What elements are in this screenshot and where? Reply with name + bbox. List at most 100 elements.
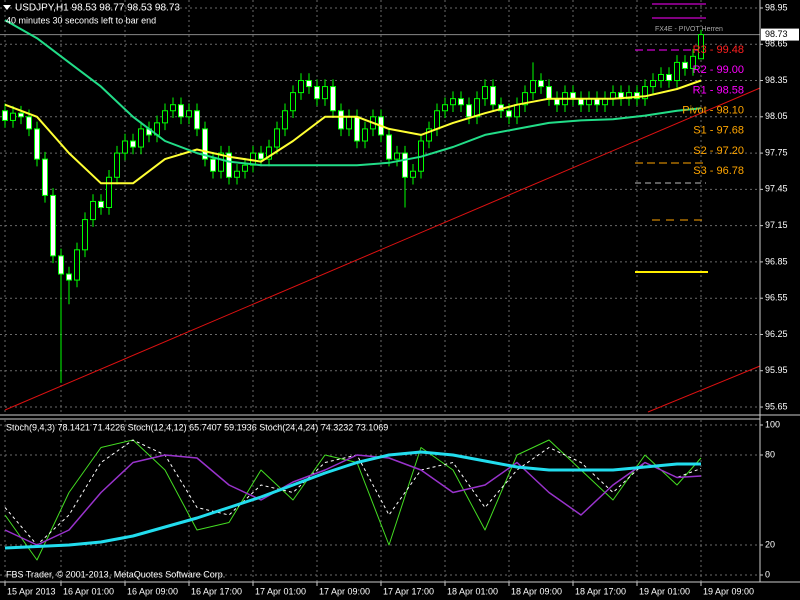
series-line bbox=[4, 454, 702, 546]
candle-body bbox=[98, 200, 104, 209]
y-tick-label: 95.65 bbox=[765, 401, 788, 411]
y-tick-label: 80 bbox=[765, 449, 775, 459]
candle-body bbox=[194, 110, 200, 130]
grid-layer bbox=[0, 0, 760, 582]
candle-body bbox=[162, 110, 168, 124]
candle-body bbox=[330, 86, 336, 112]
candle-body bbox=[466, 104, 472, 118]
candle-body bbox=[138, 128, 144, 148]
candle-body bbox=[442, 104, 448, 112]
candle-body bbox=[674, 61, 680, 82]
candle-body bbox=[106, 176, 112, 208]
pivot-lines bbox=[635, 3, 708, 273]
candle-body bbox=[258, 152, 264, 160]
candle-body bbox=[482, 86, 488, 100]
candle-body bbox=[514, 104, 520, 118]
candle-body bbox=[210, 158, 216, 172]
x-tick-label: 15 Apr 2013 bbox=[7, 586, 56, 596]
pivot-label: R1 - 98.58 bbox=[693, 84, 744, 96]
candle-body bbox=[26, 116, 32, 130]
candle-body bbox=[394, 152, 400, 160]
candle-body bbox=[666, 73, 672, 82]
candle-body bbox=[530, 80, 536, 94]
candle-body bbox=[690, 55, 696, 69]
pivot-label: S2 - 97.20 bbox=[693, 145, 744, 157]
copyright: FBS Trader, © 2001-2013, MetaQuotes Soft… bbox=[6, 569, 225, 579]
candle-body bbox=[426, 128, 432, 142]
x-tick-label: 17 Apr 17:00 bbox=[383, 586, 434, 596]
candle-body bbox=[42, 158, 48, 196]
y-tick-label: 96.25 bbox=[765, 329, 788, 339]
candle-body bbox=[82, 219, 88, 251]
candle-body bbox=[538, 80, 544, 88]
y-tick-label: 95.95 bbox=[765, 365, 788, 375]
candle-body bbox=[682, 61, 688, 69]
candle-body bbox=[322, 86, 328, 100]
pivot-label: Pivot - 98.10 bbox=[682, 105, 744, 117]
candle-body bbox=[58, 255, 64, 275]
candle-body bbox=[298, 80, 304, 94]
x-tick-label: 16 Apr 09:00 bbox=[127, 586, 178, 596]
candle-body bbox=[186, 110, 192, 118]
candle-body bbox=[266, 146, 272, 160]
series-line bbox=[4, 450, 701, 550]
candle-body bbox=[546, 86, 552, 100]
price-tag bbox=[761, 28, 799, 41]
pivot-label: R2 - 99.00 bbox=[693, 64, 744, 76]
candle-body bbox=[306, 80, 312, 88]
candle-body bbox=[346, 116, 352, 130]
candle-body bbox=[50, 194, 56, 257]
y-tick-label: 97.45 bbox=[765, 184, 788, 194]
candle-body bbox=[170, 104, 176, 112]
candle-body bbox=[226, 152, 232, 178]
candle-body bbox=[290, 92, 296, 112]
candle-body bbox=[274, 128, 280, 148]
candle-body bbox=[242, 164, 248, 172]
candle-body bbox=[362, 128, 368, 142]
plot-layer bbox=[2, 19, 704, 561]
candle-body bbox=[202, 128, 208, 160]
candle-body bbox=[506, 110, 512, 118]
candle-body bbox=[178, 104, 184, 118]
candle-body bbox=[410, 170, 416, 178]
candle-body bbox=[658, 73, 664, 82]
candle-body bbox=[490, 86, 496, 106]
x-tick-label: 18 Apr 09:00 bbox=[511, 586, 562, 596]
y-tick-label: 96.85 bbox=[765, 256, 788, 266]
y-tick-label: 100 bbox=[765, 419, 780, 429]
candle-body bbox=[18, 112, 24, 118]
x-tick-label: 16 Apr 17:00 bbox=[191, 586, 242, 596]
candle-body bbox=[234, 170, 240, 178]
pivot-label: R3 - 99.48 bbox=[693, 44, 744, 56]
candle-body bbox=[66, 273, 72, 281]
x-tick-label: 17 Apr 09:00 bbox=[319, 586, 370, 596]
candle-body bbox=[642, 86, 648, 100]
x-tick-label: 18 Apr 01:00 bbox=[447, 586, 498, 596]
candle-body bbox=[130, 140, 136, 148]
price-tag-label: 98.73 bbox=[765, 29, 788, 39]
trend-line bbox=[4, 87, 761, 411]
indicator-title: Stoch(9,4,3) 78.1421 71.4226 Stoch(12,4,… bbox=[6, 422, 388, 432]
y-tick-label: 0 bbox=[765, 569, 770, 579]
x-tick-label: 17 Apr 01:00 bbox=[255, 586, 306, 596]
pivot-title: FX4E - PIVOT Herren bbox=[655, 26, 723, 33]
candle-body bbox=[626, 92, 632, 100]
candle-body bbox=[10, 112, 16, 121]
menu-icon[interactable] bbox=[3, 5, 11, 10]
x-tick-label: 19 Apr 01:00 bbox=[639, 586, 690, 596]
y-tick-label: 96.55 bbox=[765, 293, 788, 303]
candle-body bbox=[402, 152, 408, 178]
y-tick-label: 20 bbox=[765, 539, 775, 549]
candle-body bbox=[338, 110, 344, 130]
pivot-label: S1 - 97.68 bbox=[693, 125, 744, 137]
candle-body bbox=[74, 249, 80, 281]
x-tick-label: 18 Apr 17:00 bbox=[575, 586, 626, 596]
y-tick-label: 98.95 bbox=[765, 2, 788, 12]
symbol-header: USDJPY,H1 98.53 98.77 98.53 98.73 bbox=[15, 3, 180, 14]
series-line bbox=[4, 79, 702, 185]
candle-body bbox=[90, 200, 96, 221]
candle-body bbox=[698, 34, 704, 60]
